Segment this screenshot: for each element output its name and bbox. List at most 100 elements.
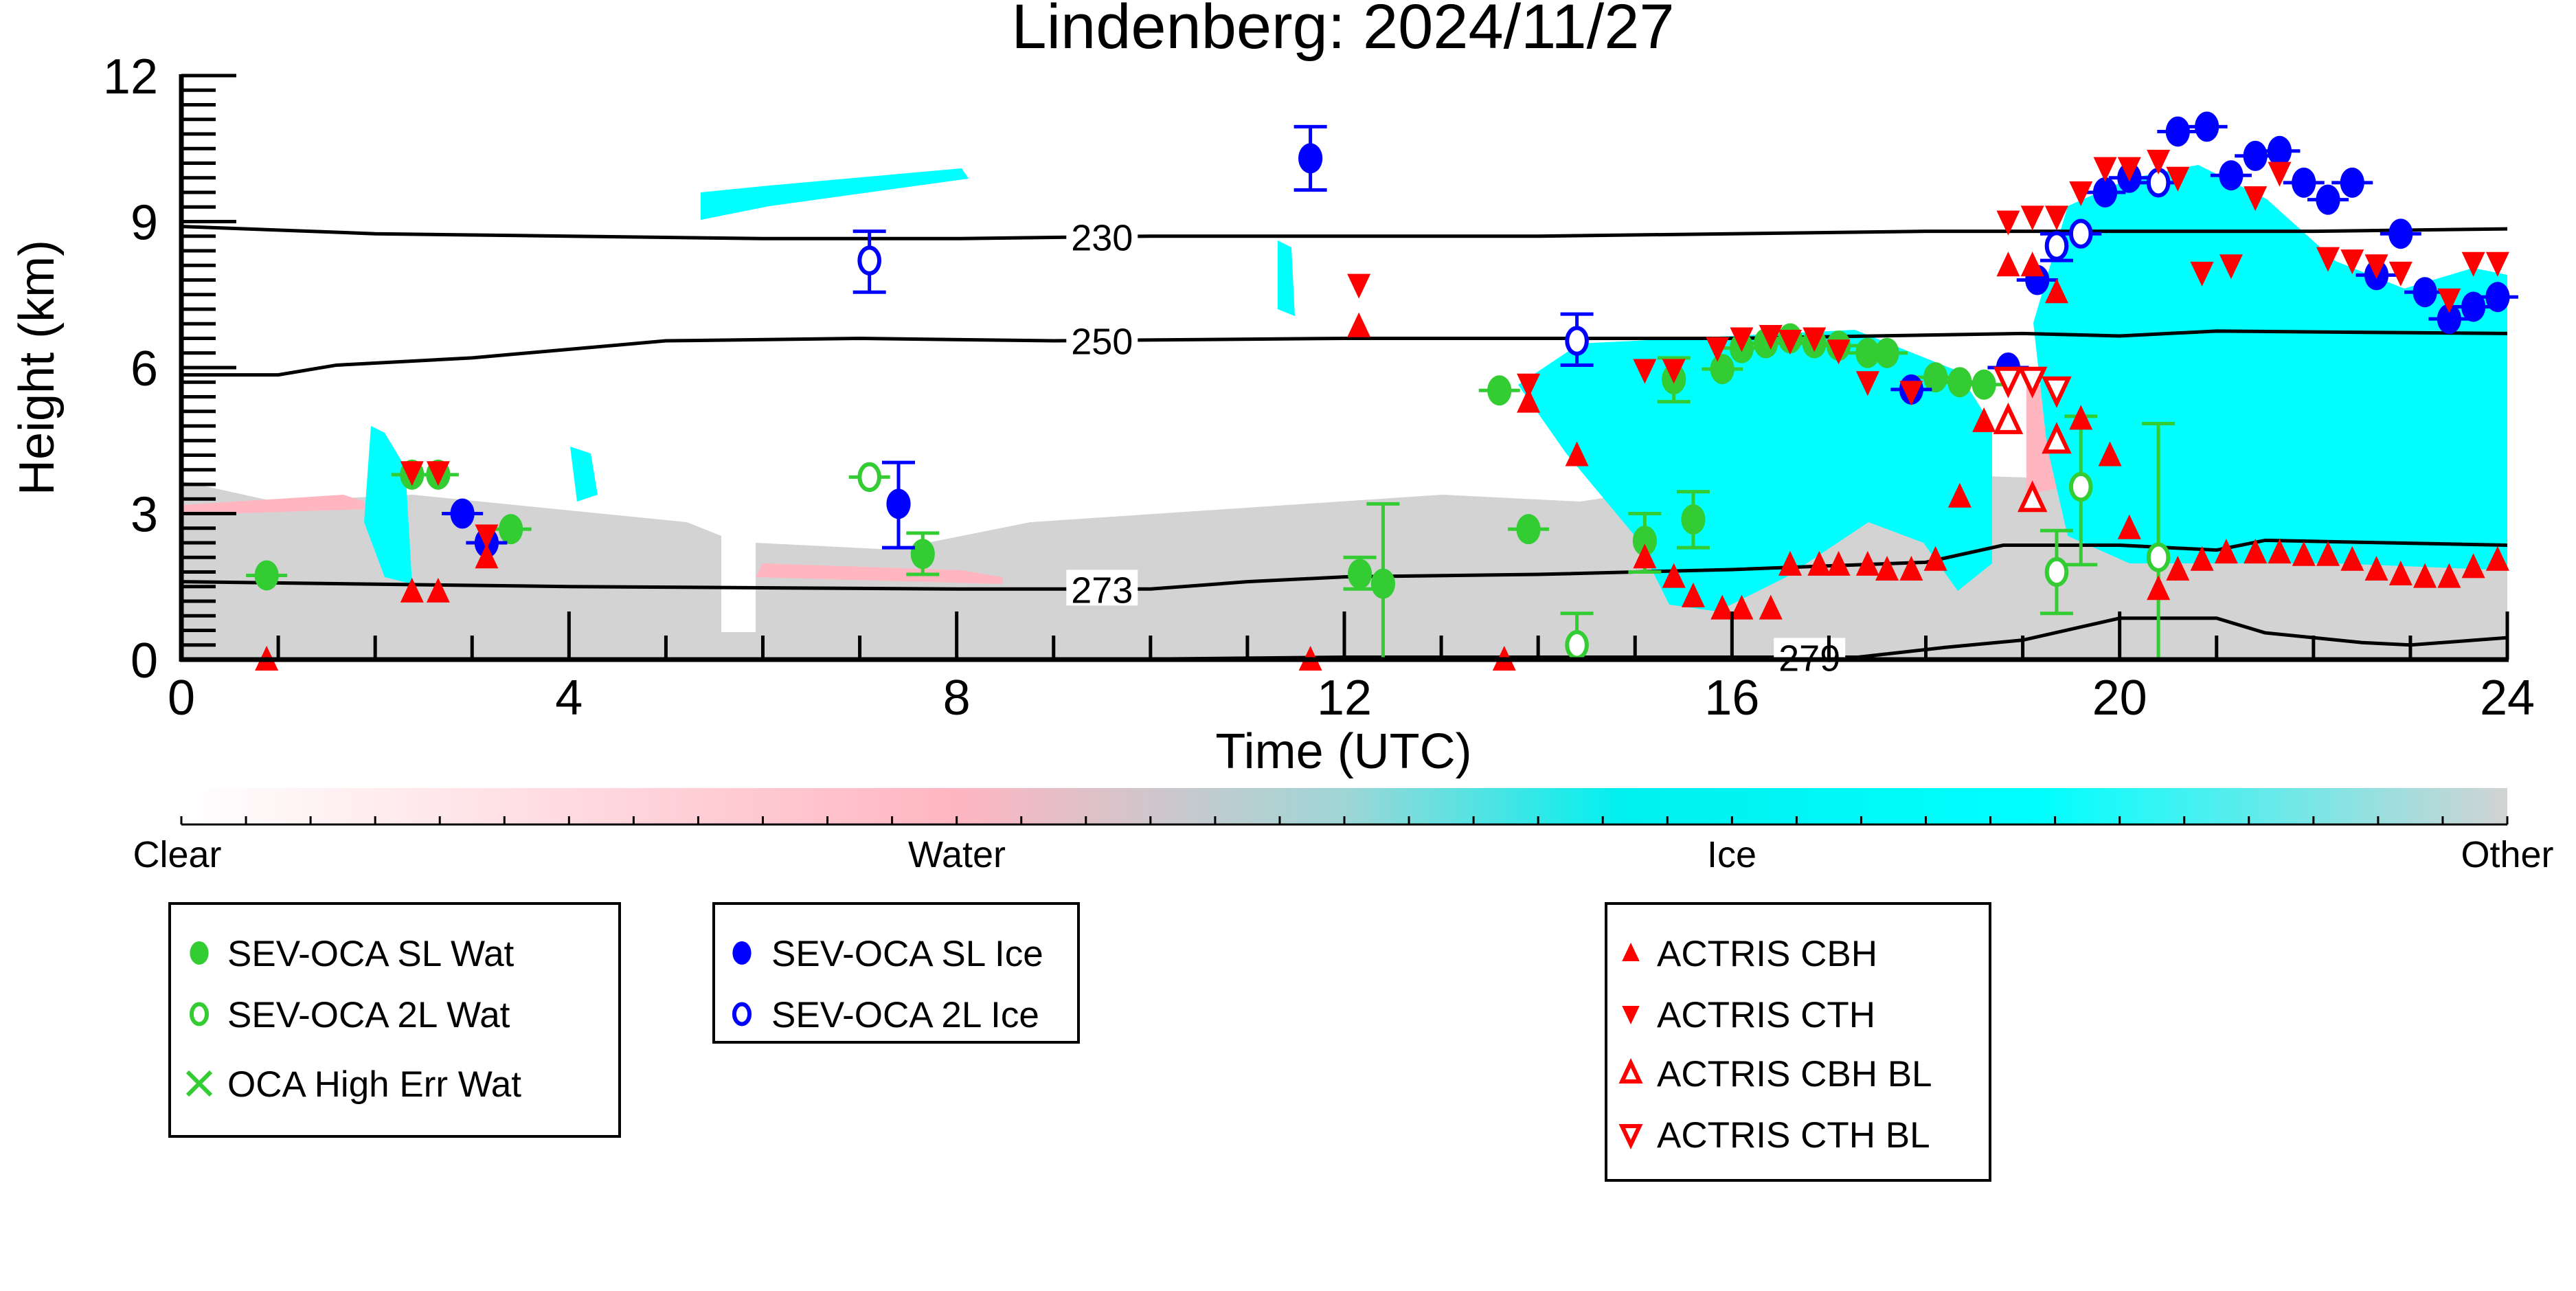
data-point (2098, 441, 2122, 467)
data-point (2044, 278, 2068, 304)
data-point (1662, 359, 1686, 384)
legend-item-actris-cth: ACTRIS CTH (1622, 995, 1875, 1035)
data-point (2068, 218, 2093, 249)
isotherm-250 (181, 329, 2507, 377)
colorbar-label-ice: Ice (1707, 834, 1756, 875)
legend-marker-icon (732, 1002, 752, 1026)
data-point (1633, 359, 1657, 384)
series-sev-oca-2l-ice (852, 168, 2180, 367)
y-tick-label: 6 (131, 341, 158, 396)
legend-item-sev-oca-sl-wat: SEV-OCA SL Wat (190, 934, 515, 974)
data-point (2340, 167, 2364, 198)
legend-marker-icon (1622, 943, 1640, 961)
data-point (1681, 504, 1706, 535)
data-point (2044, 231, 2069, 261)
data-point (2267, 135, 2292, 166)
data-point (2146, 542, 2171, 572)
data-point (2214, 539, 2238, 564)
data-point (1778, 330, 1802, 355)
data-point (886, 489, 911, 519)
data-markers (246, 111, 2518, 671)
data-point (1827, 339, 1851, 365)
legend-marker-icon (1622, 1006, 1640, 1024)
data-point (1947, 482, 1971, 508)
data-point (1993, 366, 2024, 398)
data-point (1632, 526, 1657, 557)
data-point (2268, 161, 2292, 187)
x-tick-label: 20 (2092, 671, 2147, 726)
data-point (2340, 546, 2364, 571)
data-point (1993, 402, 2024, 434)
data-point (1517, 373, 1541, 398)
data-point (2292, 167, 2316, 198)
data-point (2165, 116, 2190, 147)
data-point (2017, 366, 2048, 398)
data-point (910, 539, 935, 570)
legend-label: OCA High Err Wat (227, 1064, 521, 1105)
legend-item-sev-oca-2l-ice: SEV-OCA 2L Ice (732, 995, 1039, 1035)
data-point (2020, 251, 2044, 277)
legend-box (168, 902, 621, 1138)
series-actris-cbh (255, 251, 2509, 671)
data-point (1517, 388, 1541, 413)
data-point (2413, 563, 2437, 588)
data-point (2147, 575, 2171, 600)
data-point (1730, 594, 1754, 620)
x-tick-label: 8 (943, 671, 971, 726)
y-tick-label: 3 (131, 488, 158, 543)
legend-ice: SEV-OCA SL Ice SEV-OCA 2L Ice (712, 902, 1080, 1044)
data-point (400, 577, 424, 603)
x-tick-label: 24 (2480, 671, 2535, 726)
x-tick-label: 12 (1317, 671, 1372, 726)
data-point (1971, 369, 1996, 400)
legend-label: ACTRIS CTH BL (1657, 1115, 1930, 1156)
data-point (2092, 177, 2118, 207)
legend-item-actris-cbh-bl: ACTRIS CBH BL (1618, 1054, 1932, 1094)
data-point (2437, 563, 2461, 588)
isotherm-label-bg (1066, 321, 1138, 357)
data-point (2316, 184, 2340, 215)
legend-label: SEV-OCA 2L Ice (771, 995, 1039, 1035)
data-point (1807, 550, 1831, 576)
data-point (400, 461, 424, 486)
isotherm-label-bg (1774, 638, 1846, 674)
data-point (2437, 288, 2461, 313)
isotherm-279 (1102, 616, 2507, 660)
series-actris-cbh-bl (1993, 402, 2072, 513)
legend-marker-icon (1618, 1124, 1643, 1150)
data-point (1996, 210, 2020, 236)
legend-actris: ACTRIS CBH ACTRIS CTH ACTRIS CBH BL ACTR… (1605, 902, 1991, 1182)
legend-item-oca-high-err-wat: OCA High Err Wat (185, 1064, 521, 1105)
data-point (1347, 559, 1372, 590)
legend-marker-icon (1618, 1057, 1643, 1084)
legend-marker-icon (732, 941, 752, 965)
data-point (2461, 291, 2486, 322)
legend-label: SEV-OCA SL Wat (227, 934, 515, 974)
x-tick-label: 0 (168, 671, 195, 726)
data-point (475, 524, 499, 550)
data-point (1947, 367, 1972, 398)
x-tick-label: 4 (555, 671, 583, 726)
legend-label: ACTRIS CBH (1657, 934, 1877, 974)
data-point (2219, 254, 2243, 280)
legend-item-actris-cth-bl: ACTRIS CTH BL (1618, 1115, 1930, 1156)
chart-title: Lindenberg: 2024/11/27 (1011, 0, 1674, 62)
legend-marker-icon (190, 941, 209, 965)
data-point (1803, 327, 1827, 352)
legend-item-sev-oca-sl-ice: SEV-OCA SL Ice (732, 934, 1043, 974)
data-point (2044, 557, 2069, 587)
data-point (2017, 480, 2048, 513)
data-point (2166, 166, 2190, 192)
data-point (2190, 546, 2214, 571)
data-point (1565, 326, 1589, 356)
data-point (1778, 550, 1802, 576)
data-point (2068, 471, 2093, 502)
data-point (2268, 539, 2292, 564)
data-point (1681, 582, 1705, 607)
data-point (1487, 375, 1512, 406)
data-point (1298, 143, 1323, 174)
data-point (1565, 630, 1589, 660)
data-point (1565, 441, 1589, 467)
legend-item-sev-oca-2l-wat: SEV-OCA 2L Wat (189, 995, 510, 1035)
data-point (1710, 594, 1735, 620)
